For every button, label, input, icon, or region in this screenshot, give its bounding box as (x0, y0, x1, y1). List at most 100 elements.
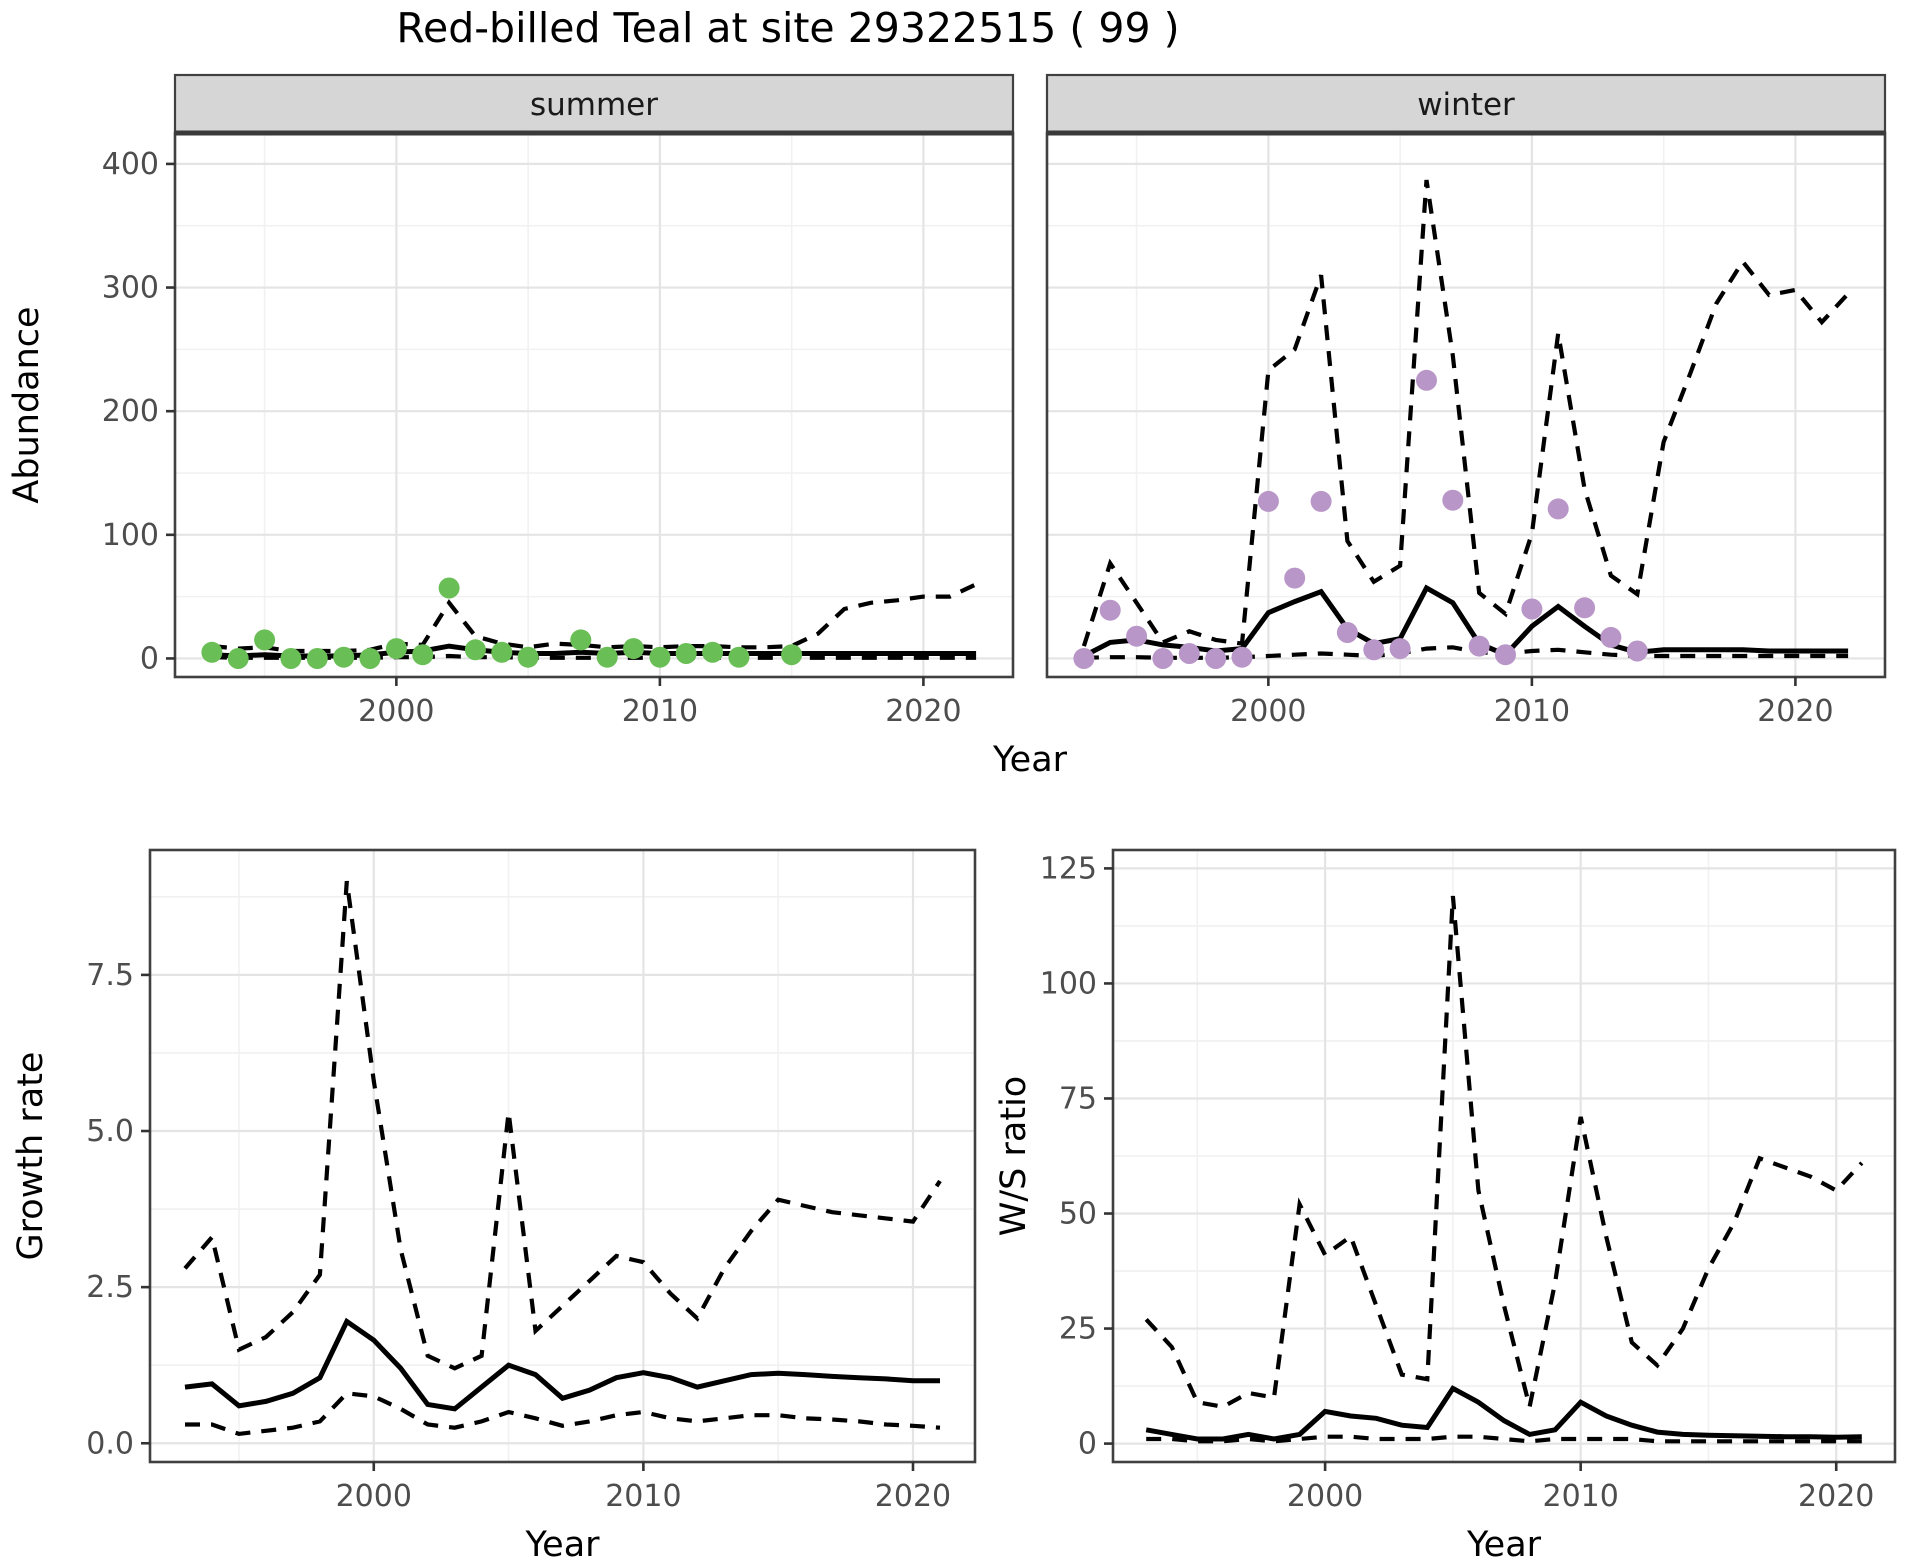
observation-point (702, 641, 724, 663)
ws-ratio-x-axis-title: Year (1466, 1525, 1542, 1560)
observation-point (306, 648, 328, 669)
observation-point (412, 644, 434, 666)
observation-point (491, 641, 513, 663)
growth-rate-x-axis-title: Year (524, 1525, 600, 1560)
observation-point (333, 646, 355, 668)
observation-point (254, 629, 276, 651)
x-tick-label: 2020 (1798, 1479, 1874, 1514)
facet-strip-label: winter (1417, 87, 1515, 123)
x-tick-label: 2000 (1287, 1479, 1363, 1514)
winter-observations (1073, 369, 1648, 669)
observation-point (1231, 646, 1253, 668)
observation-point (1257, 490, 1279, 512)
observation-point (1416, 369, 1437, 391)
observation-point (438, 577, 460, 599)
ws-ratio-upper_ci-line (1144, 895, 1864, 1409)
observation-point (464, 639, 486, 661)
observation-point (1495, 644, 1516, 666)
ws-ratio-panel-svg: 2000 2010 2020 0 25 50 75 100 125 W/S ratio Year (994, 848, 1897, 1560)
x-tick-label: 2010 (622, 694, 698, 729)
x-tick-label: 2010 (1494, 694, 1570, 729)
y-tick-label: 100 (102, 518, 159, 553)
y-tick-label: 2.5 (86, 1270, 134, 1305)
panel-border (1111, 848, 1897, 1464)
abundance-summer-lower_ci-line (211, 653, 977, 660)
ws-ratio-panel: 2000 2010 2020 0 25 50 75 100 125 W/S ratio Year (994, 848, 1897, 1560)
y-tick-label: 25 (1059, 1312, 1097, 1347)
observation-point (1205, 648, 1227, 669)
observation-point (1126, 625, 1148, 647)
abundance-summer-y-axis-title: Abundance (7, 306, 47, 503)
observation-point (1310, 490, 1332, 512)
observation-point (623, 638, 644, 660)
panel-background (1047, 133, 1885, 677)
page-title: Red-billed Teal at site 29322515 ( 99 ) (396, 4, 1180, 52)
observation-point (359, 648, 381, 669)
observation-point (1284, 567, 1306, 589)
panel-background (175, 133, 1013, 677)
observation-point (1600, 626, 1622, 648)
observation-point (675, 643, 697, 664)
observation-point (570, 629, 592, 651)
observation-point (728, 646, 750, 668)
abundance-winter-panel: winter 2000 2010 2020 (1045, 73, 1887, 729)
ws-ratio-y-axis-title: W/S ratio (994, 1076, 1034, 1236)
observation-point (1073, 648, 1095, 669)
x-tick-label: 2010 (605, 1479, 681, 1514)
ws-ratio-median-line (1145, 1385, 1862, 1442)
observation-point (201, 641, 223, 663)
observation-point (1521, 598, 1543, 620)
observation-point (1468, 635, 1490, 657)
abundance-summer-panel: summer 2000 2010 2020 0 100 200 300 400 Abundance (7, 73, 1015, 729)
top-row-x-axis-title: Year (992, 740, 1068, 780)
x-tick-label: 2010 (1542, 1479, 1618, 1514)
growth-rate-panel-svg: 2000 2010 2020 0.0 2.5 5.0 7.5 Growth rate Year (11, 848, 977, 1560)
observation-point (1574, 597, 1596, 619)
abundance-summer-upper_ci-line (211, 582, 977, 654)
x-tick-label: 2020 (885, 694, 961, 729)
observation-point (1099, 599, 1121, 621)
x-tick-label: 2000 (336, 1479, 412, 1514)
y-tick-label: 7.5 (86, 958, 134, 993)
panel-border (148, 848, 977, 1464)
y-tick-label: 0 (140, 641, 159, 676)
growth-rate-y-axis-title: Growth rate (11, 1052, 51, 1261)
growth-rate-panel: 2000 2010 2020 0.0 2.5 5.0 7.5 Growth rate Year (11, 848, 977, 1560)
observation-point (1336, 622, 1358, 643)
y-tick-label: 0.0 (86, 1426, 134, 1461)
y-tick-label: 125 (1040, 851, 1097, 886)
observation-point (1547, 498, 1569, 520)
abundance-winter-upper_ci-line (1081, 179, 1850, 647)
growth-rate-upper_ci-line (183, 880, 942, 1371)
y-tick-label: 75 (1059, 1081, 1097, 1116)
abundance-facet-row: summer 2000 2010 2020 0 100 200 300 400 Abundance… (7, 73, 1887, 780)
x-tick-label: 2000 (358, 694, 434, 729)
y-tick-label: 200 (102, 394, 159, 429)
observation-point (1178, 643, 1200, 664)
observation-point (1363, 639, 1385, 661)
x-tick-label: 2000 (1230, 694, 1306, 729)
growth-rate-median-line (184, 1317, 940, 1412)
observation-point (385, 638, 407, 660)
observation-point (1626, 640, 1648, 662)
y-tick-label: 300 (102, 271, 159, 306)
observation-point (227, 648, 249, 669)
summer-observations (201, 577, 803, 669)
observation-point (649, 646, 671, 668)
observation-point (781, 644, 803, 666)
x-tick-label: 2020 (875, 1479, 951, 1514)
panel-background (150, 850, 975, 1462)
growth-rate-lower_ci-line (185, 1391, 941, 1437)
observation-point (1389, 638, 1411, 660)
y-tick-label: 100 (1040, 966, 1097, 1001)
abundance-winter-lower_ci-line (1083, 645, 1849, 660)
y-tick-label: 5.0 (86, 1114, 134, 1149)
y-tick-label: 50 (1059, 1197, 1097, 1232)
observation-point (280, 648, 302, 669)
observation-point (1152, 648, 1174, 669)
x-tick-label: 2020 (1757, 694, 1833, 729)
observation-point (517, 646, 539, 668)
y-tick-label: 0 (1078, 1427, 1097, 1462)
y-tick-label: 400 (102, 147, 159, 182)
